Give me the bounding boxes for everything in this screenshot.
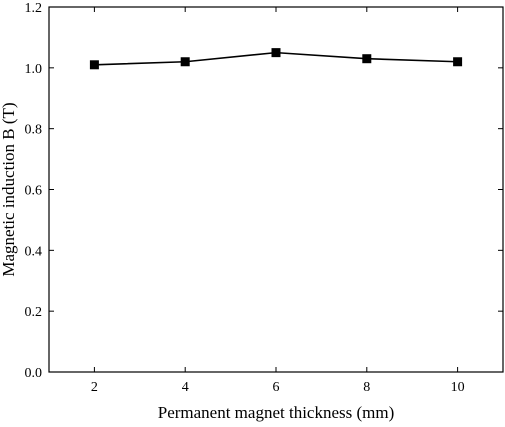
y-tick-label: 0.8 [25, 123, 43, 138]
y-tick-labels: 0.0 0.2 0.4 0.6 0.8 1.0 1.2 [25, 1, 43, 381]
data-point [362, 54, 372, 64]
data-point [180, 57, 190, 67]
x-tick-label: 6 [273, 380, 280, 395]
y-axis-title: Magnetic induction B (T) [0, 102, 18, 276]
x-tick-labels: 2 4 6 8 10 [91, 380, 465, 395]
y-tick-label: 0.0 [25, 366, 43, 381]
axis-ticks [49, 6, 503, 373]
y-tick-label: 0.6 [25, 184, 43, 199]
x-axis-title: Permanent magnet thickness (mm) [158, 403, 395, 422]
x-tick-label: 2 [91, 380, 98, 395]
x-tick-label: 8 [363, 380, 370, 395]
y-tick-label: 1.0 [25, 62, 43, 77]
y-tick-label: 1.2 [25, 1, 43, 16]
y-tick-label: 0.2 [25, 305, 43, 320]
y-tick-label: 0.4 [25, 244, 43, 259]
data-point [271, 48, 281, 58]
data-series [89, 48, 463, 70]
data-point [453, 57, 463, 67]
data-point [89, 60, 99, 70]
x-tick-label: 10 [451, 380, 465, 395]
x-tick-label: 4 [182, 380, 189, 395]
